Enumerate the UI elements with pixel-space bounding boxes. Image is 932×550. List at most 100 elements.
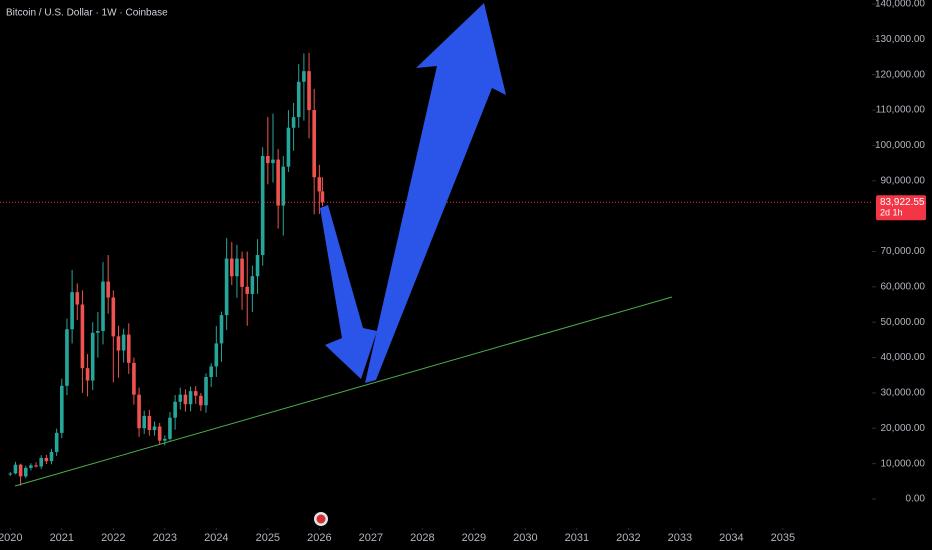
candle-body	[245, 286, 250, 294]
candle-body	[204, 377, 208, 406]
candle-body	[60, 385, 64, 433]
candle-body	[147, 415, 152, 431]
candle-body	[137, 394, 141, 429]
candle-body	[255, 255, 260, 277]
y-tick-label: 50,000.00	[881, 317, 926, 328]
candle-body	[44, 457, 49, 462]
candle-body	[121, 334, 126, 351]
x-tick-label: 2027	[359, 532, 383, 544]
candle-body	[219, 315, 224, 344]
candle-body	[193, 391, 198, 396]
x-tick-label: 2025	[256, 532, 280, 544]
x-tick-label: 2033	[668, 532, 692, 544]
x-tick-label: 2020	[0, 532, 23, 544]
candle-body	[13, 464, 18, 474]
candle-body	[281, 166, 286, 206]
candle-body	[49, 451, 54, 462]
candle-body	[85, 368, 90, 381]
countdown-label: 2d 1h	[880, 208, 903, 218]
candle-body	[75, 292, 80, 305]
y-tick-label: 0.00	[906, 494, 926, 505]
y-tick-label: 10,000.00	[881, 458, 926, 469]
candle-body	[183, 394, 188, 405]
candle-body	[80, 304, 85, 369]
y-tick-label: 140,000.00	[875, 0, 925, 10]
candle-body	[132, 362, 136, 395]
candle-body	[312, 110, 316, 178]
candle-body	[96, 331, 100, 333]
event-icon-inner	[316, 514, 326, 524]
x-tick-label: 2030	[513, 532, 537, 544]
candle-body	[286, 127, 291, 167]
candle-body	[168, 417, 172, 439]
down-arrow	[320, 205, 377, 379]
candle-body	[142, 415, 147, 429]
candle-body	[101, 281, 105, 332]
candle-body	[271, 159, 275, 164]
up-arrow	[365, 3, 506, 383]
candle-body	[23, 467, 28, 477]
candle-body	[116, 336, 121, 351]
y-tick-label: 30,000.00	[881, 388, 926, 399]
y-tick-label: 60,000.00	[881, 281, 926, 292]
x-tick-label: 2035	[771, 532, 795, 544]
candle-body	[106, 281, 110, 298]
candle-body	[18, 464, 23, 477]
candle-body	[320, 191, 325, 203]
candle-body	[235, 258, 239, 277]
candle-body	[260, 156, 265, 256]
y-tick-label: 40,000.00	[881, 352, 926, 363]
x-tick-label: 2023	[153, 532, 177, 544]
x-tick-label: 2031	[565, 532, 589, 544]
candle-body	[214, 343, 219, 367]
candle-body	[8, 473, 13, 475]
candle-body	[317, 177, 322, 192]
x-tick-label: 2034	[719, 532, 743, 544]
candle-body	[178, 394, 183, 402]
candle-body	[199, 395, 203, 406]
y-tick-label: 110,000.00	[876, 105, 926, 116]
candle-body	[302, 71, 306, 82]
y-tick-label: 120,000.00	[875, 69, 925, 80]
candle-body	[70, 292, 74, 330]
candle-body	[111, 297, 116, 337]
x-tick-label: 2024	[204, 532, 228, 544]
candle-body	[209, 366, 213, 378]
candle-body	[296, 81, 301, 118]
candle-body	[276, 159, 280, 206]
candle-body	[65, 329, 69, 386]
candle-body	[240, 258, 244, 287]
y-tick-label: 70,000.00	[881, 246, 926, 257]
y-tick-label: 90,000.00	[881, 175, 926, 186]
last-price-box	[876, 195, 926, 221]
x-tick-label: 2026	[307, 532, 331, 544]
last-price-label: 83,922.55	[880, 197, 925, 208]
y-tick-label: 20,000.00	[881, 423, 926, 434]
candle-body	[126, 334, 131, 363]
chart-title: Bitcoin / U.S. Dollar · 1W · Coinbase	[6, 8, 168, 19]
y-tick-label: 100,000.00	[875, 140, 925, 151]
candle-body	[152, 426, 157, 431]
trend-line	[14, 296, 673, 487]
candle-body	[250, 276, 255, 294]
candle-body	[34, 465, 38, 467]
candle-body	[29, 465, 33, 468]
candle-body	[163, 438, 167, 441]
x-tick-label: 2022	[101, 532, 125, 544]
x-tick-label: 2028	[410, 532, 434, 544]
candle-body	[188, 391, 193, 405]
x-tick-label: 2021	[50, 532, 74, 544]
candle-body	[291, 117, 296, 128]
candle-body	[224, 258, 229, 316]
candle-body	[266, 156, 270, 164]
candle-body	[307, 71, 311, 111]
candle-body	[54, 432, 59, 452]
candle-body	[229, 258, 234, 277]
y-tick-label: 130,000.00	[875, 34, 925, 45]
candle-body	[90, 332, 95, 381]
x-tick-label: 2032	[616, 532, 640, 544]
candle-body	[157, 426, 162, 441]
